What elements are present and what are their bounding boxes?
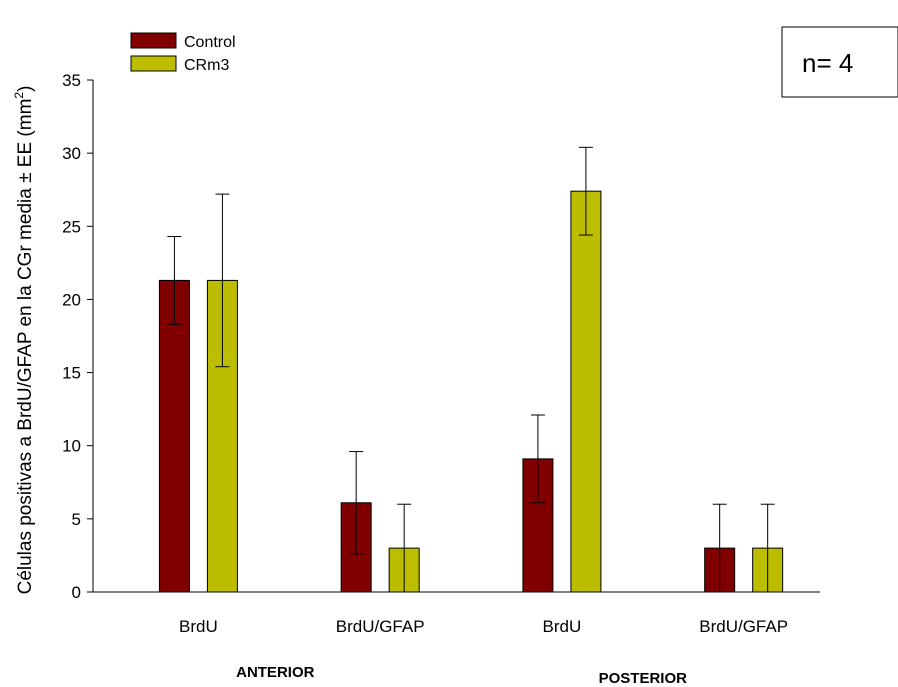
legend-swatch — [130, 32, 177, 49]
y-tick-label: 30 — [62, 144, 81, 163]
y-axis-label-main: Células positivas a BrdU/GFAP en la CGr … — [15, 99, 36, 595]
bars — [158, 190, 784, 593]
group-label: POSTERIOR — [599, 670, 688, 687]
annotation-box: n= 4 — [781, 26, 898, 98]
y-tick-label: 35 — [62, 71, 81, 90]
x-tick-labels: BrdU BrdU/GFAP BrdU BrdU/GFAP — [179, 617, 788, 636]
y-axis-label: Células positivas a BrdU/GFAP en la CGr … — [12, 86, 36, 595]
legend-swatch — [130, 55, 177, 72]
x-tick-label: BrdU — [543, 617, 582, 636]
group-labels: ANTERIOR POSTERIOR — [236, 664, 687, 687]
y-axis-label-close: ) — [15, 86, 36, 92]
y-axis-label-sup: 2 — [12, 92, 26, 99]
x-tick-label: BrdU — [179, 617, 218, 636]
annotation-text: n= 4 — [802, 48, 853, 78]
y-tick-label: 5 — [72, 510, 81, 529]
legend-label: CRm3 — [184, 57, 229, 74]
legend-label: Control — [184, 34, 236, 51]
y-tick-label: 0 — [72, 583, 81, 602]
bar — [158, 279, 190, 593]
annotation-frame — [781, 26, 898, 98]
bar — [570, 190, 602, 593]
legend: Control CRm3 — [130, 32, 236, 74]
y-tick-label: 25 — [62, 217, 81, 236]
y-tick-label: 20 — [62, 290, 81, 309]
error-bars — [167, 146, 775, 593]
group-label: ANTERIOR — [236, 664, 315, 681]
y-tick-label: 10 — [62, 437, 81, 456]
x-tick-label: BrdU/GFAP — [699, 617, 788, 636]
y-tick-label: 15 — [62, 364, 81, 383]
x-tick-label: BrdU/GFAP — [336, 617, 425, 636]
